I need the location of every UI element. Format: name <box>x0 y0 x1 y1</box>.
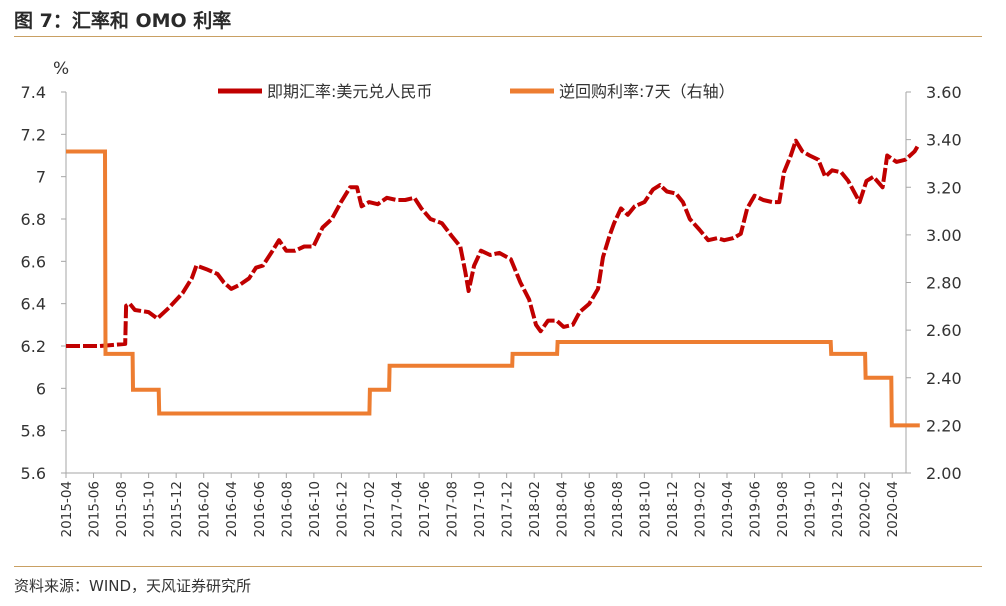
left-tick-label: 6.4 <box>21 295 46 314</box>
x-tick-label: 2017-08 <box>445 481 461 537</box>
x-tick-label: 2017-02 <box>362 481 378 537</box>
right-tick-label: 2.40 <box>926 369 962 388</box>
left-axis-ticks: 7.4 7.2 7 6.8 6.6 6.4 6.2 6 5.8 5.6 <box>21 83 66 483</box>
left-tick-label: 6 <box>36 379 46 398</box>
left-tick-label: 7.2 <box>21 125 46 144</box>
left-tick-label: 6.2 <box>21 337 46 356</box>
x-tick-label: 2017-04 <box>389 481 405 537</box>
legend: 即期汇率:美元兑人民币 逆回购利率:7天（右轴） <box>218 82 735 101</box>
x-tick-label: 2019-06 <box>748 481 764 537</box>
right-tick-label: 3.60 <box>926 83 962 102</box>
right-tick-label: 2.00 <box>926 464 962 483</box>
bottom-divider <box>14 566 982 567</box>
x-tick-label: 2019-12 <box>830 481 846 537</box>
x-tick-label: 2018-04 <box>555 481 571 537</box>
x-tick-label: 2018-12 <box>665 481 681 537</box>
x-tick-label: 2019-08 <box>775 481 791 537</box>
legend-label-fx: 即期汇率:美元兑人民币 <box>267 82 432 101</box>
right-tick-label: 2.80 <box>926 274 962 293</box>
right-tick-label: 3.00 <box>926 226 962 245</box>
x-tick-label: 2020-02 <box>858 481 874 537</box>
left-tick-label: 5.6 <box>21 464 46 483</box>
x-tick-label: 2015-04 <box>59 481 75 537</box>
x-tick-label: 2018-08 <box>610 481 626 537</box>
right-axis-ticks: 3.60 3.40 3.20 3.00 2.80 2.60 2.40 2.20 2.00 <box>906 83 962 483</box>
left-tick-label: 6.6 <box>21 252 46 271</box>
x-tick-label: 2016-08 <box>279 481 295 537</box>
x-axis-ticks: 2015-04 2015-06 2015-08 2015-10 2015-12 2016-… <box>59 473 901 537</box>
x-tick-label: 2016-12 <box>334 481 350 537</box>
x-tick-label: 2018-10 <box>637 481 653 537</box>
x-tick-label: 2016-02 <box>197 481 213 537</box>
x-tick-label: 2018-06 <box>582 481 598 537</box>
x-tick-label: 2018-02 <box>527 481 543 537</box>
series-layer <box>66 138 921 428</box>
right-tick-label: 3.20 <box>926 178 962 197</box>
chart-area: 7.47.276.86.66.46.265.85.6 3.603.403.203… <box>21 59 962 537</box>
figure-title: 图 7：汇率和 OMO 利率 <box>14 10 232 32</box>
x-tick-label: 2019-10 <box>803 481 819 537</box>
x-tick-label: 2015-06 <box>87 481 103 537</box>
left-tick-label: 5.8 <box>21 422 46 441</box>
x-tick-label: 2017-12 <box>500 481 516 537</box>
top-divider <box>14 36 982 37</box>
x-tick-label: 2016-10 <box>307 481 323 537</box>
source-note: 资料来源：WIND，天风证券研究所 <box>14 577 252 595</box>
x-tick-label: 2015-12 <box>169 481 185 537</box>
left-tick-label: 7.4 <box>21 83 46 102</box>
axes <box>65 92 907 474</box>
x-tick-label: 2015-08 <box>114 481 130 537</box>
x-tick-label: 2016-06 <box>252 481 268 537</box>
x-tick-label: 2017-06 <box>417 481 433 537</box>
left-axis-unit: % <box>53 59 69 79</box>
x-tick-label: 2019-04 <box>720 481 736 537</box>
right-tick-label: 2.60 <box>926 321 962 340</box>
series-line-fx <box>66 138 921 348</box>
x-tick-label: 2017-10 <box>472 481 488 537</box>
x-tick-label: 2020-04 <box>885 481 901 537</box>
left-tick-label: 6.8 <box>21 210 46 229</box>
left-tick-label: 7 <box>36 168 46 187</box>
right-tick-label: 2.20 <box>926 416 962 435</box>
x-tick-label: 2019-02 <box>692 481 708 537</box>
right-tick-label: 3.40 <box>926 131 962 150</box>
x-tick-label: 2015-10 <box>142 481 158 537</box>
series-line-omo <box>66 149 920 428</box>
legend-label-omo: 逆回购利率:7天（右轴） <box>559 82 735 101</box>
x-tick-label: 2016-04 <box>224 481 240 537</box>
